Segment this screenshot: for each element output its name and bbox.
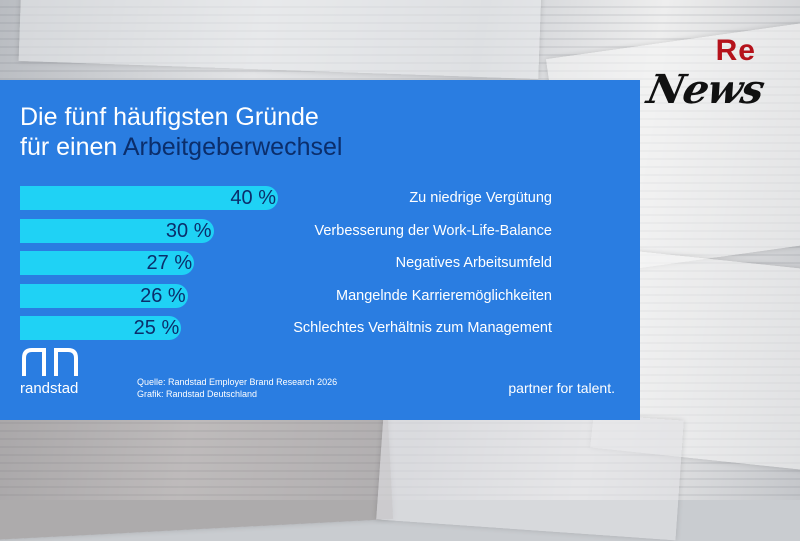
chart-title-line1: Die fünf häufigsten Gründe: [20, 103, 319, 131]
bar-value-label: 30 %: [165, 219, 212, 242]
chart-title-line2: für einen Arbeitgeberwechsel: [20, 132, 342, 162]
bar-chart: 40 % Zu niedrige Vergütung 30 % Verbesserun…: [0, 80, 640, 420]
source-line: Quelle: Randstad Employer Brand Research…: [137, 377, 338, 387]
bar-value-label: 26 %: [140, 284, 186, 307]
tagline: partner for talent.: [508, 380, 615, 396]
chart-row: 40 % Zu niedrige Vergütung: [0, 186, 640, 210]
category-label: Zu niedrige Vergütung: [409, 190, 552, 206]
chart-row: 25 % Schlechtes Verhältnis zum Management: [0, 316, 640, 340]
credit-line: Grafik: Randstad Deutschland: [137, 389, 258, 399]
infographic-panel: Die fünf häufigsten Gründe für einen Arb…: [0, 80, 640, 420]
randstad-mark-icon: [22, 348, 78, 376]
bar-1: [20, 186, 278, 210]
watermark-news: News: [643, 66, 768, 113]
category-label: Verbesserung der Work-Life-Balance: [314, 222, 553, 239]
watermark-re: Re: [715, 34, 756, 67]
renews-watermark-logo: Re News: [643, 34, 776, 124]
chart-title-accent: Arbeitgeberwechsel: [122, 133, 343, 161]
category-label: Negatives Arbeitsumfeld: [395, 255, 552, 271]
bar-5: [20, 316, 182, 340]
bar-value-label: 27 %: [146, 252, 193, 274]
chart-row: 27 % Negatives Arbeitsumfeld: [0, 251, 640, 275]
bar-4: [20, 283, 188, 308]
randstad-wordmark: randstad: [20, 380, 79, 397]
chart-title: Die fünf häufigsten Gründe für einen Arb…: [20, 102, 342, 162]
chart-row: 26 % Mangelnde Karrieremöglichkeiten: [0, 283, 640, 308]
bar-2: [20, 218, 214, 243]
bar-value-label: 25 %: [133, 317, 180, 339]
category-label: Schlechtes Verhältnis zum Management: [293, 320, 552, 336]
newspaper-sheet: [18, 0, 542, 80]
newspaper-sheet: [376, 399, 684, 541]
bar-value-label: 40 %: [230, 187, 276, 209]
chart-row: 30 % Verbesserung der Work-Life-Balance: [0, 218, 640, 243]
bar-3: [20, 251, 195, 275]
chart-title-line2-prefix: für einen: [20, 133, 123, 161]
randstad-logo: randstad: [20, 344, 90, 400]
category-label: Mangelnde Karrieremöglichkeiten: [335, 287, 552, 304]
source-note: Quelle: Randstad Employer Brand Research…: [137, 376, 337, 400]
